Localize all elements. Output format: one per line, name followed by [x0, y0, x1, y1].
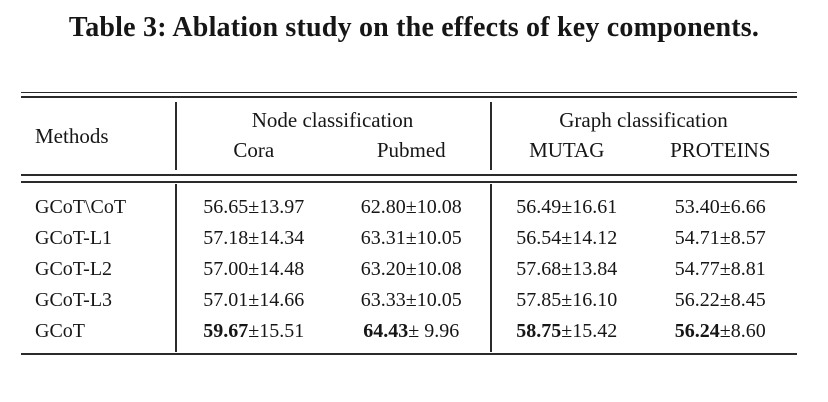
row-gcot-l3: GCoT-L3 57.01±14.66 63.33±10.05 57.85±16… [21, 285, 797, 316]
metric-mean: 57.01 [203, 289, 249, 311]
column-header-cora: Cora [233, 138, 275, 162]
metric-cell-mutag: 58.75±15.42 [490, 316, 644, 347]
metric-std: ±13.97 [248, 196, 305, 218]
column-header-proteins: PROTEINS [670, 138, 771, 162]
row-gcot: GCoT 59.67±15.51 64.43± 9.96 58.75±15.42… [21, 316, 797, 347]
metric-std: ±16.10 [561, 289, 618, 311]
metric-std: ±8.57 [719, 227, 766, 249]
metric-cell-cora: 59.67±15.51 [175, 316, 333, 347]
metric-cell-mutag: 57.85±16.10 [490, 285, 644, 316]
group-label-graph: Graph classification [559, 108, 728, 132]
metric-mean: 57.68 [516, 258, 562, 280]
metric-mean: 62.80 [360, 196, 406, 218]
group-graph-classification: Graph classification MUTAG PROTEINS [490, 98, 797, 174]
metric-std: ±10.08 [405, 196, 462, 218]
metric-std: ±6.66 [719, 196, 766, 218]
method-label: GCoT [35, 320, 85, 342]
metric-cell-pubmed: 64.43± 9.96 [333, 316, 491, 347]
metric-std: ±16.61 [561, 196, 618, 218]
method-label: GCoT-L2 [35, 258, 113, 280]
metric-cell-pubmed: 63.20±10.08 [333, 254, 491, 285]
method-label: GCoT\CoT [35, 196, 127, 218]
metric-mean: 56.54 [516, 227, 562, 249]
metric-cell-pubmed: 63.33±10.05 [333, 285, 491, 316]
header-body-double-rule [21, 174, 797, 183]
column-header-pubmed: Pubmed [376, 138, 446, 162]
metric-cell-proteins: 56.24±8.60 [644, 316, 798, 347]
metric-mean: 57.18 [203, 227, 249, 249]
metric-std: ±10.08 [405, 258, 462, 280]
metric-cell-proteins: 54.77±8.81 [644, 254, 798, 285]
metric-cell-proteins: 53.40±6.66 [644, 192, 798, 223]
metric-mean: 56.22 [674, 289, 720, 311]
row-gcot-without-cot: GCoT\CoT 56.65±13.97 62.80±10.08 56.49±1… [21, 192, 797, 223]
metric-cell-proteins: 54.71±8.57 [644, 223, 798, 254]
metric-mean: 63.31 [360, 227, 406, 249]
metric-mean: 58.75 [516, 320, 562, 342]
metric-std: ±10.05 [405, 289, 462, 311]
table-body: GCoT\CoT 56.65±13.97 62.80±10.08 56.49±1… [21, 183, 797, 353]
metric-std: ±14.66 [248, 289, 305, 311]
row-gcot-l2: GCoT-L2 57.00±14.48 63.20±10.08 57.68±13… [21, 254, 797, 285]
metric-std: ±8.45 [719, 289, 766, 311]
method-label: GCoT-L1 [35, 227, 113, 249]
metric-cell-proteins: 56.22±8.45 [644, 285, 798, 316]
metric-std: ±14.34 [248, 227, 305, 249]
ablation-table: Methods Node classification Cora Pubmed … [21, 92, 797, 356]
top-rule [21, 92, 797, 98]
metric-cell-cora: 57.18±14.34 [175, 223, 333, 254]
metric-mean: 56.24 [674, 320, 720, 342]
metric-std: ±14.12 [561, 227, 618, 249]
metric-mean: 56.49 [516, 196, 562, 218]
metric-mean: 53.40 [674, 196, 720, 218]
metric-std: ±13.84 [561, 258, 618, 280]
metric-std: ±10.05 [405, 227, 462, 249]
header-vertical-rule-1 [175, 102, 177, 170]
column-header-mutag: MUTAG [529, 138, 605, 162]
metric-cell-cora: 56.65±13.97 [175, 192, 333, 223]
metric-mean: 57.85 [516, 289, 562, 311]
method-label: GCoT-L3 [35, 289, 113, 311]
metric-mean: 57.00 [203, 258, 249, 280]
metric-std: ±8.81 [719, 258, 766, 280]
table-caption: Table 3: Ablation study on the effects o… [68, 12, 760, 43]
metric-cell-mutag: 57.68±13.84 [490, 254, 644, 285]
metric-mean: 63.20 [360, 258, 406, 280]
metric-cell-mutag: 56.54±14.12 [490, 223, 644, 254]
metric-cell-pubmed: 63.31±10.05 [333, 223, 491, 254]
body-vertical-rule-1 [175, 184, 177, 352]
metric-std: ±15.51 [248, 320, 305, 342]
metric-mean: 59.67 [203, 320, 249, 342]
group-label-node: Node classification [251, 108, 414, 132]
metric-std: ± 9.96 [408, 320, 460, 342]
body-vertical-rule-2 [490, 184, 492, 352]
metric-std: ±14.48 [248, 258, 305, 280]
metric-cell-mutag: 56.49±16.61 [490, 192, 644, 223]
bottom-rule [21, 353, 797, 356]
header-vertical-rule-2 [490, 102, 492, 170]
group-node-classification: Node classification Cora Pubmed [175, 98, 490, 174]
metric-mean: 54.71 [674, 227, 720, 249]
table-header: Methods Node classification Cora Pubmed … [21, 98, 797, 174]
metric-std: ±15.42 [561, 320, 618, 342]
metric-mean: 63.33 [360, 289, 406, 311]
metric-cell-pubmed: 62.80±10.08 [333, 192, 491, 223]
metric-cell-cora: 57.01±14.66 [175, 285, 333, 316]
metric-std: ±8.60 [719, 320, 766, 342]
methods-header: Methods [35, 123, 109, 148]
row-gcot-l1: GCoT-L1 57.18±14.34 63.31±10.05 56.54±14… [21, 223, 797, 254]
metric-mean: 56.65 [203, 196, 249, 218]
metric-cell-cora: 57.00±14.48 [175, 254, 333, 285]
metric-mean: 54.77 [674, 258, 720, 280]
metric-mean: 64.43 [363, 320, 409, 342]
